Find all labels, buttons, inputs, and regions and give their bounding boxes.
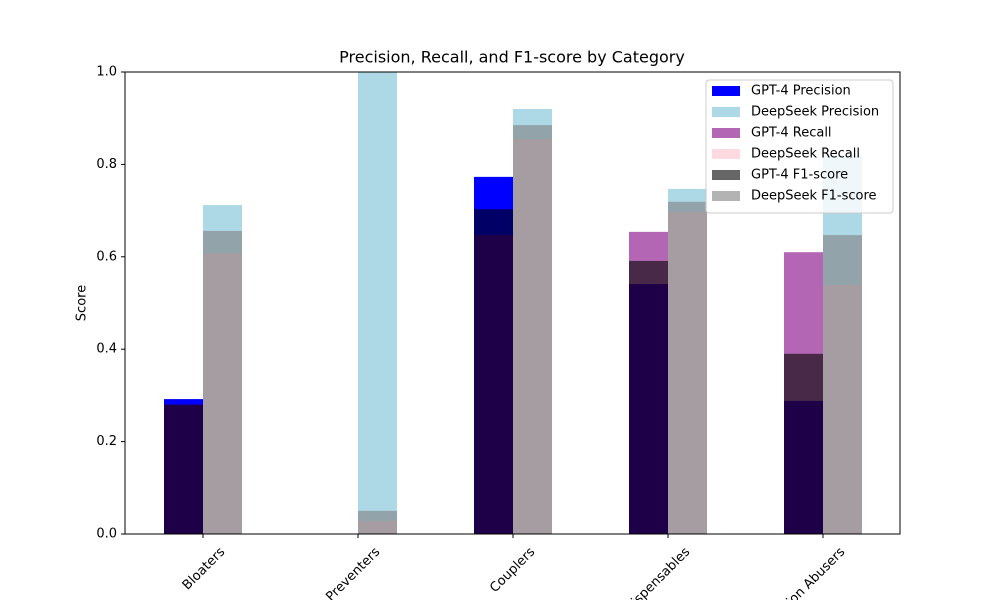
- legend-swatch: [712, 170, 740, 180]
- y-axis-label: Score: [75, 285, 90, 321]
- x-tick-label: Dispensables: [622, 545, 694, 600]
- y-tick-label: 0.2: [96, 434, 117, 449]
- y-tick-label: 1.0: [96, 65, 117, 80]
- bar: [164, 404, 203, 534]
- legend-label: DeepSeek Precision: [751, 105, 879, 120]
- legend-swatch: [712, 86, 740, 96]
- bar: [629, 260, 668, 534]
- bar: [784, 353, 823, 534]
- legend-swatch: [712, 107, 740, 117]
- bar: [513, 125, 552, 534]
- bar: [358, 72, 397, 534]
- legend-box: [705, 79, 894, 214]
- y-tick-label: 0.6: [96, 249, 117, 264]
- bar: [358, 510, 397, 534]
- chart-title: Precision, Recall, and F1-score by Categ…: [339, 48, 685, 67]
- y-tick-label: 0.0: [96, 527, 117, 542]
- legend-label: DeepSeek F1-score: [751, 189, 877, 204]
- legend-label: DeepSeek Recall: [751, 147, 860, 162]
- x-tick-label: Bloaters: [180, 545, 229, 594]
- x-tick-label: Object-Orientation Abusers: [712, 545, 848, 600]
- bar: [823, 235, 862, 534]
- y-tick-label: 0.4: [96, 342, 117, 357]
- y-tick-label: 0.8: [96, 157, 117, 172]
- bar: [474, 209, 513, 535]
- legend-label: GPT-4 Recall: [751, 126, 832, 141]
- x-tick-label: Couplers: [487, 545, 538, 596]
- x-tick-label: Change Preventers: [285, 545, 383, 600]
- legend-swatch: [712, 128, 740, 138]
- bar: [203, 230, 242, 535]
- legend-swatch: [712, 191, 740, 201]
- bar: [668, 201, 707, 534]
- legend-label: GPT-4 Precision: [751, 84, 851, 99]
- legend-swatch: [712, 149, 740, 159]
- legend-label: GPT-4 F1-score: [751, 168, 848, 183]
